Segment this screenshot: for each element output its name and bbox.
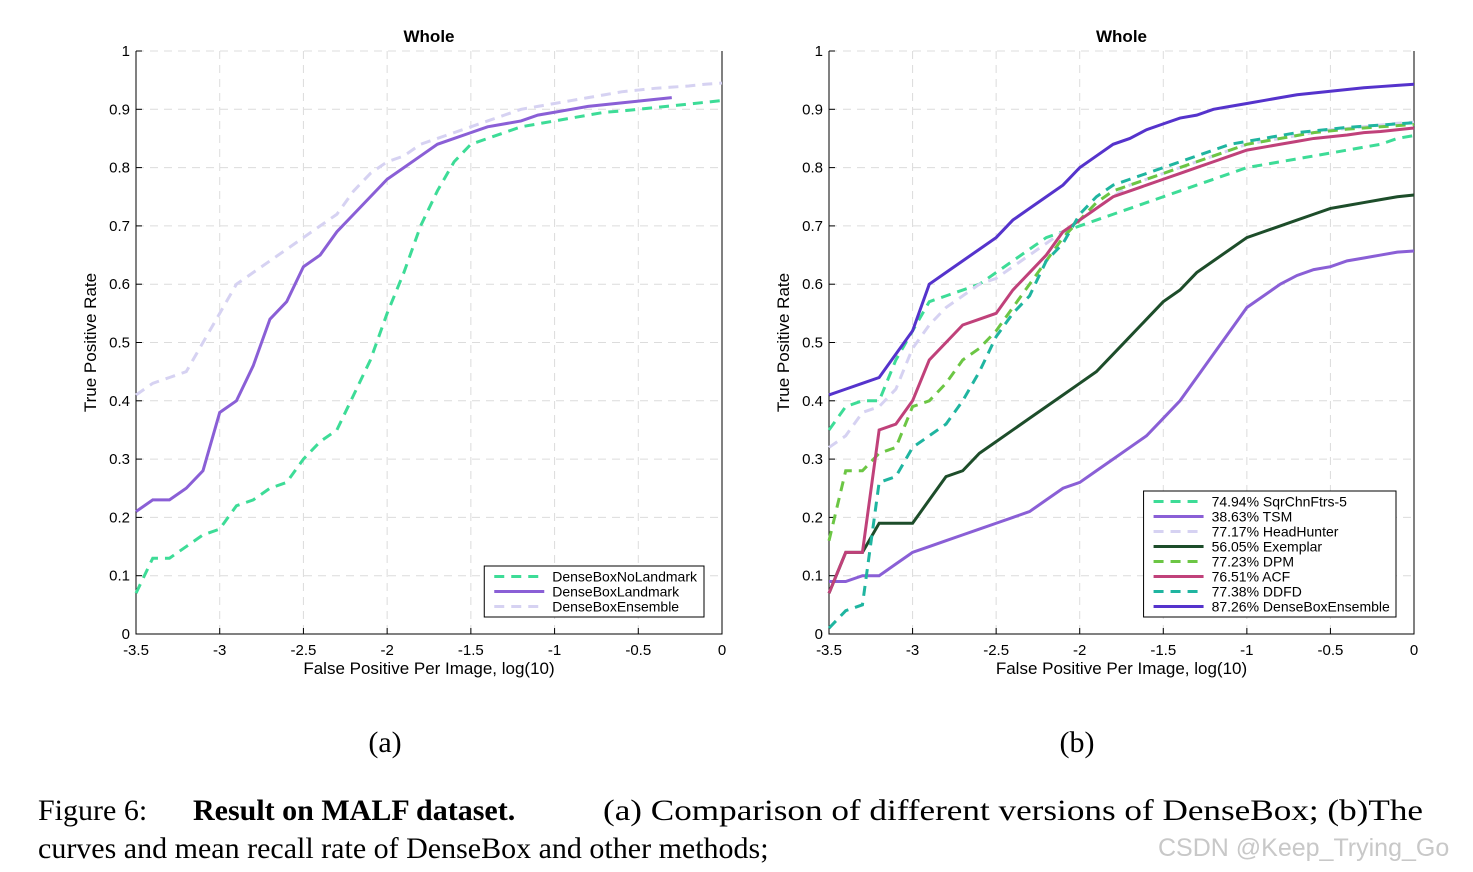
- x-tick-label: -3.5: [123, 642, 149, 659]
- legend-box: [1143, 490, 1397, 618]
- line: [828, 82, 1415, 397]
- legend: DenseBoxNoLandmarkDenseBoxLandmarkDenseB…: [483, 565, 705, 618]
- y-tick-label: 0.4: [802, 393, 823, 410]
- y-tick-label: 1: [815, 43, 823, 60]
- axis: [135, 51, 723, 635]
- legend-label: 77.38% DDFD: [1212, 584, 1302, 600]
- x-tick-label: -3: [906, 642, 919, 659]
- y-tick-label: 0.5: [109, 335, 130, 352]
- line: [135, 96, 672, 513]
- chart-title: Whole: [404, 27, 455, 46]
- x-tick-label: -1.5: [458, 642, 484, 659]
- x-tick-label: -1: [1240, 642, 1253, 659]
- legend-label: 56.05% Exemplar: [1212, 539, 1323, 555]
- line: [827, 134, 1415, 431]
- x-tick-label: 0: [1410, 642, 1418, 659]
- x-axis-label: False Positive Per Image, log(10): [303, 659, 554, 678]
- x-axis-label: False Positive Per Image, log(10): [996, 659, 1247, 678]
- x-tick-label: -2.5: [983, 642, 1009, 659]
- axis: [828, 51, 1415, 635]
- y-tick-label: 0.2: [802, 509, 823, 526]
- caption-label: Figure 6:: [38, 794, 147, 827]
- y-tick-label: 0: [122, 626, 130, 643]
- x-tick-label: -2: [1073, 642, 1086, 659]
- y-tick-label: 0.9: [802, 101, 823, 118]
- watermark: CSDN @Keep_Trying_Go: [1158, 834, 1449, 862]
- x-tick-label: -2: [380, 642, 393, 659]
- caption-bold: Result on MALF dataset.: [193, 794, 515, 827]
- legend-label: 76.51% ACF: [1212, 569, 1291, 585]
- x-tick-label: -3.5: [816, 642, 842, 659]
- legend-label: 87.26% DenseBoxEnsemble: [1212, 599, 1390, 615]
- line: [828, 120, 1415, 449]
- line: [827, 121, 1415, 630]
- legend-label: 77.17% HeadHunter: [1212, 524, 1339, 540]
- y-tick-label: 0.6: [802, 276, 823, 293]
- y-tick-label: 0.3: [802, 451, 823, 468]
- y-tick-label: 0.5: [802, 335, 823, 352]
- legend-label: DenseBoxNoLandmark: [552, 569, 698, 585]
- y-tick-label: 0.9: [109, 101, 130, 118]
- y-tick-label: 0.4: [109, 393, 130, 410]
- legend-label: 74.94% SqrChnFtrs-5: [1212, 494, 1348, 510]
- y-tick-label: 0.2: [109, 509, 130, 526]
- x-tick-label: -2.5: [290, 642, 316, 659]
- y-tick-label: 0.6: [109, 276, 130, 293]
- line: [827, 122, 1415, 542]
- line: [829, 249, 1415, 584]
- x-tick-label: -0.5: [1317, 642, 1343, 659]
- chart: Whole 0 0.1 0.2 0.3 0.4 0.5 0.6 0.7 0.8 0.9 1 -3.5 -3…: [81, 27, 726, 678]
- legend-label: 38.63% TSM: [1212, 509, 1293, 525]
- line: [827, 193, 1415, 594]
- line: [827, 126, 1415, 594]
- caption-text: (a) Comparison of different versions of …: [603, 794, 1423, 827]
- chart-title: Whole: [1096, 27, 1147, 46]
- y-axis-label: True Positive Rate: [81, 273, 100, 412]
- x-tick-label: -0.5: [625, 642, 651, 659]
- caption-text: curves and mean recall rate of DenseBox …: [38, 832, 769, 865]
- legend-label: DenseBoxLandmark: [552, 584, 680, 600]
- subcaption: (b): [1060, 726, 1095, 759]
- y-tick-label: 0.8: [109, 160, 130, 177]
- y-tick-label: 0.7: [802, 218, 823, 235]
- subcaption: (a): [368, 726, 401, 759]
- y-tick-label: 0.7: [109, 218, 130, 235]
- y-tick-label: 1: [122, 43, 130, 60]
- x-tick-label: -1: [548, 642, 561, 659]
- y-tick-label: 0.1: [802, 568, 823, 585]
- x-tick-label: -1.5: [1150, 642, 1176, 659]
- x-tick-label: -3: [213, 642, 226, 659]
- legend-label: DenseBoxEnsemble: [552, 599, 679, 615]
- chart: Whole 0 0.1 0.2 0.3 0.4 0.5 0.6 0.7 0.8 0.9 1 -3.5 -3…: [774, 27, 1418, 678]
- y-axis-label: True Positive Rate: [774, 273, 793, 412]
- x-tick-label: 0: [718, 642, 726, 659]
- legend-label: 77.23% DPM: [1212, 554, 1294, 570]
- y-tick-label: 0.1: [109, 568, 130, 585]
- line: [135, 81, 723, 397]
- y-tick-label: 0: [815, 626, 823, 643]
- line: [134, 99, 723, 594]
- y-tick-label: 0.3: [109, 451, 130, 468]
- y-tick-label: 0.8: [802, 160, 823, 177]
